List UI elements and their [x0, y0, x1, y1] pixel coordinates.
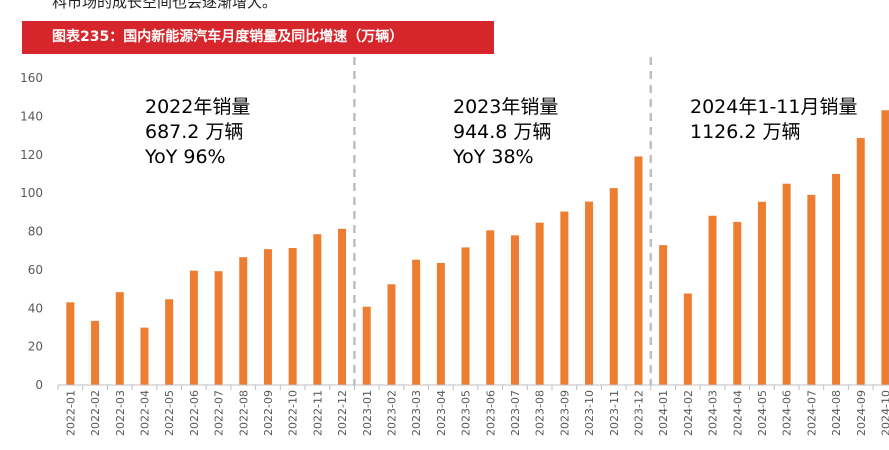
annotation-line: YoY 38% — [452, 146, 534, 168]
x-tick-label: 2024-07 — [805, 390, 818, 436]
bar — [708, 215, 717, 385]
x-tick-label: 2024-08 — [830, 390, 843, 436]
year-annotation: 2023年销量 944.8 万辆 YoY 38% — [452, 96, 558, 168]
x-tick-label: 2024-09 — [855, 390, 868, 436]
bar — [436, 262, 445, 385]
x-tick-label: 2023-10 — [583, 390, 596, 436]
x-tick-label: 2024-04 — [731, 390, 744, 436]
annotation-line: 944.8 万辆 — [453, 121, 551, 143]
x-tick-label: 2022-03 — [114, 390, 127, 436]
bar — [165, 299, 174, 385]
x-tick-label: 2022-08 — [237, 390, 250, 436]
x-tick-label: 2022-11 — [311, 390, 324, 436]
y-tick-label: 20 — [28, 340, 43, 354]
bar — [214, 271, 223, 385]
annotation-line: 2022年销量 — [145, 96, 250, 118]
x-tick-label: 2024-01 — [657, 390, 670, 436]
bar — [91, 320, 100, 385]
bar — [115, 292, 124, 385]
bar — [140, 327, 149, 385]
bar — [585, 201, 594, 385]
x-tick-label: 2022-07 — [213, 390, 226, 436]
year-annotation: 2022年销量 687.2 万辆 YoY 96% — [144, 96, 250, 168]
y-tick-label: 60 — [28, 263, 43, 277]
intro-text: 科市场的成长空间也会逐渐增大。 — [52, 0, 278, 11]
bar-series — [66, 110, 889, 386]
bar — [856, 138, 865, 385]
y-tick-label: 140 — [20, 109, 43, 123]
y-tick-label: 40 — [28, 301, 43, 315]
x-tick-label: 2023-03 — [410, 390, 423, 436]
y-tick-label: 80 — [28, 225, 43, 239]
bar — [733, 221, 742, 385]
x-tick-label: 2024-10 — [879, 390, 889, 436]
bar — [263, 249, 272, 385]
y-tick-label: 0 — [35, 378, 43, 392]
annotation-line: 2023年销量 — [453, 96, 558, 118]
x-tick-label: 2024-06 — [781, 390, 794, 436]
bar — [807, 194, 816, 385]
bar — [659, 245, 668, 385]
y-tick-label: 120 — [20, 148, 43, 162]
bar — [338, 228, 347, 385]
year-annotations: 2022年销量 687.2 万辆 YoY 96% 2023年销量 944.8 万辆 YoY… — [144, 96, 857, 168]
bar — [387, 284, 396, 385]
chart-title-banner: 图表235：国内新能源汽车月度销量及同比增速（万辆） — [22, 21, 494, 54]
y-tick-label: 160 — [20, 71, 43, 85]
annotation-line: 1126.2 万辆 — [690, 121, 801, 143]
bar — [461, 247, 470, 385]
bar — [881, 110, 889, 386]
bar — [362, 306, 371, 385]
x-tick-label: 2022-06 — [188, 390, 201, 436]
x-tick-label: 2024-03 — [707, 390, 720, 436]
bar — [288, 248, 297, 385]
bar — [239, 257, 248, 385]
x-tick-label: 2024-05 — [756, 390, 769, 436]
bar — [683, 293, 692, 385]
x-tick-label: 2023-07 — [509, 390, 522, 436]
x-tick-label: 2023-09 — [558, 390, 571, 436]
x-tick-label: 2022-04 — [138, 390, 151, 436]
bar — [313, 234, 322, 385]
bar — [832, 173, 841, 385]
annotation-line: 2024年1-11月销量 — [690, 96, 857, 118]
year-annotation: 2024年1-11月销量 1126.2 万辆 — [690, 96, 857, 143]
bar — [412, 259, 421, 385]
annotation-line: YoY 96% — [144, 146, 226, 168]
x-tick-label: 2024-02 — [682, 390, 695, 436]
bar — [609, 188, 618, 385]
x-tick-label: 2022-12 — [336, 390, 349, 436]
bar — [560, 211, 569, 385]
x-tick-label: 2023-02 — [385, 390, 398, 436]
y-tick-label: 100 — [20, 186, 43, 200]
bar — [66, 302, 75, 385]
bar — [634, 156, 643, 385]
x-tick-label: 2023-08 — [534, 390, 547, 436]
x-tick-label: 2023-12 — [632, 390, 645, 436]
bar — [189, 270, 198, 385]
x-tick-label: 2023-11 — [608, 390, 621, 436]
x-tick-label: 2023-04 — [435, 390, 448, 436]
bar — [535, 222, 544, 385]
bar — [510, 235, 519, 385]
annotation-line: 687.2 万辆 — [145, 121, 243, 143]
x-tick-label: 2022-01 — [64, 390, 77, 436]
x-tick-label: 2022-02 — [89, 390, 102, 436]
x-axis: 2022-01 2022-02 2022-03 2022-04 2022-05 2022-… — [57, 384, 889, 436]
bar — [782, 183, 791, 385]
x-tick-label: 2023-05 — [460, 390, 473, 436]
x-tick-label: 2022-09 — [262, 390, 275, 436]
y-axis: 0 20 40 60 80 100 120 140 160 — [20, 71, 43, 392]
x-tick-label: 2023-01 — [361, 390, 374, 436]
year-dividers — [353, 57, 653, 385]
x-tick-label: 2023-06 — [484, 390, 497, 436]
x-tick-label: 2022-05 — [163, 390, 176, 436]
bar — [486, 230, 495, 385]
x-tick-label: 2022-10 — [287, 390, 300, 436]
bar — [757, 201, 766, 385]
